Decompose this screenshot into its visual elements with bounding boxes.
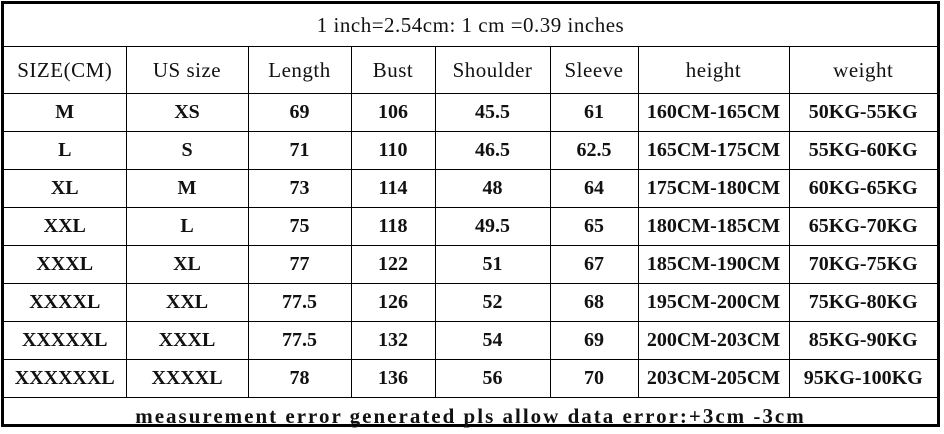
cell-us-size: XXL [126,284,248,322]
cell-weight: 60KG-65KG [789,170,937,208]
header-sleeve: Sleeve [550,47,638,94]
header-us-size: US size [126,47,248,94]
cell-height: 195CM-200CM [638,284,789,322]
cell-weight: 55KG-60KG [789,132,937,170]
cell-length: 77 [248,246,351,284]
cell-weight: 65KG-70KG [789,208,937,246]
cell-height: 185CM-190CM [638,246,789,284]
cell-bust: 114 [351,170,435,208]
cell-sleeve: 68 [550,284,638,322]
cell-weight: 75KG-80KG [789,284,937,322]
cell-height: 165CM-175CM [638,132,789,170]
cell-us-size: XXXXL [126,360,248,398]
cell-us-size: L [126,208,248,246]
cell-bust: 132 [351,322,435,360]
cell-bust: 136 [351,360,435,398]
cell-size: L [4,132,126,170]
cell-length: 69 [248,94,351,132]
cell-shoulder: 56 [435,360,550,398]
cell-shoulder: 51 [435,246,550,284]
cell-shoulder: 49.5 [435,208,550,246]
header-shoulder: Shoulder [435,47,550,94]
cell-weight: 50KG-55KG [789,94,937,132]
cell-length: 77.5 [248,322,351,360]
cell-length: 75 [248,208,351,246]
cell-weight: 70KG-75KG [789,246,937,284]
cell-weight: 95KG-100KG [789,360,937,398]
cell-shoulder: 54 [435,322,550,360]
cell-size: XXL [4,208,126,246]
cell-us-size: XXXL [126,322,248,360]
cell-us-size: S [126,132,248,170]
cell-length: 77.5 [248,284,351,322]
cell-size: XXXL [4,246,126,284]
cell-sleeve: 70 [550,360,638,398]
cell-bust: 118 [351,208,435,246]
cell-height: 180CM-185CM [638,208,789,246]
cell-length: 78 [248,360,351,398]
cell-length: 71 [248,132,351,170]
cell-bust: 126 [351,284,435,322]
header-weight: weight [789,47,937,94]
cell-height: 160CM-165CM [638,94,789,132]
header-size: SIZE(CM) [4,47,126,94]
header-length: Length [248,47,351,94]
cell-height: 203CM-205CM [638,360,789,398]
cell-size: XL [4,170,126,208]
cell-us-size: XL [126,246,248,284]
cell-shoulder: 48 [435,170,550,208]
cell-size: XXXXL [4,284,126,322]
size-chart: 1 inch=2.54cm: 1 cm =0.39 inches SIZE(CM… [1,1,940,427]
header-bust: Bust [351,47,435,94]
cell-shoulder: 52 [435,284,550,322]
size-table: 1 inch=2.54cm: 1 cm =0.39 inches SIZE(CM… [4,4,937,434]
cell-sleeve: 65 [550,208,638,246]
header-height: height [638,47,789,94]
cell-bust: 110 [351,132,435,170]
cell-shoulder: 46.5 [435,132,550,170]
cell-sleeve: 62.5 [550,132,638,170]
conversion-note: 1 inch=2.54cm: 1 cm =0.39 inches [4,4,937,47]
cell-size: M [4,94,126,132]
cell-height: 175CM-180CM [638,170,789,208]
cell-shoulder: 45.5 [435,94,550,132]
cell-us-size: XS [126,94,248,132]
cell-sleeve: 67 [550,246,638,284]
cell-bust: 106 [351,94,435,132]
cell-height: 200CM-203CM [638,322,789,360]
cell-bust: 122 [351,246,435,284]
cell-weight: 85KG-90KG [789,322,937,360]
cell-size: XXXXXXL [4,360,126,398]
cell-sleeve: 69 [550,322,638,360]
cell-sleeve: 61 [550,94,638,132]
cell-us-size: M [126,170,248,208]
cell-sleeve: 64 [550,170,638,208]
cell-size: XXXXXL [4,322,126,360]
cell-length: 73 [248,170,351,208]
